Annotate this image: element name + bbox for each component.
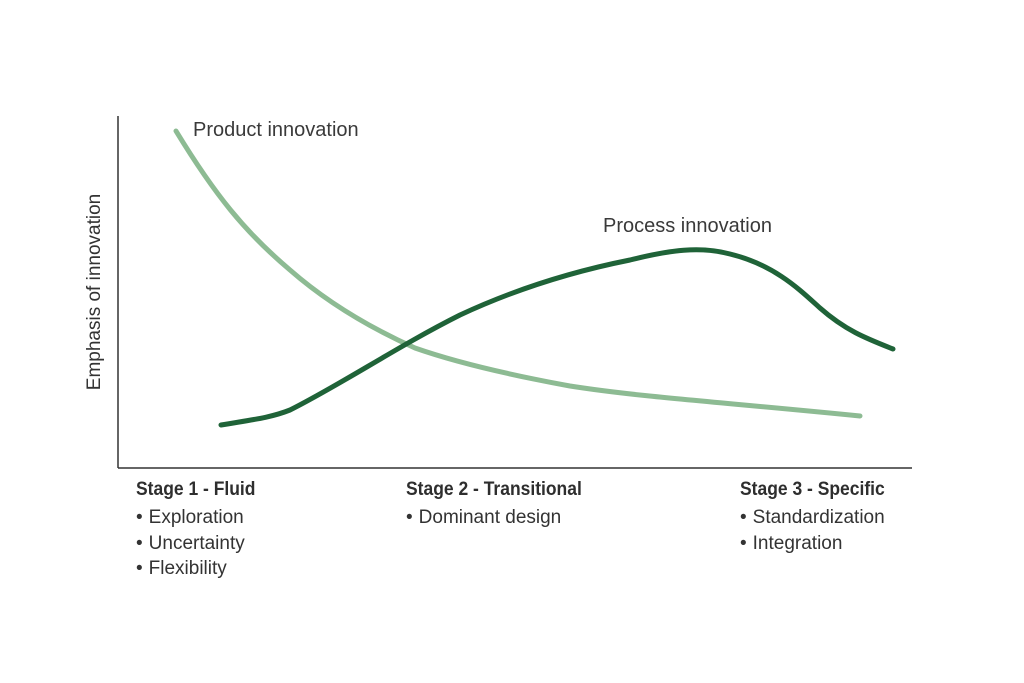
stage-item-list: Dominant design xyxy=(406,505,597,531)
stage-fluid: Stage 1 - Fluid Exploration Uncertainty … xyxy=(136,478,266,582)
stage-item-list: Exploration Uncertainty Flexibility xyxy=(136,505,266,582)
stage-item-list: Standardization Integration xyxy=(740,505,897,556)
product-innovation-label: Product innovation xyxy=(193,119,359,141)
process-innovation-label: Process innovation xyxy=(603,215,772,237)
stage-transitional: Stage 2 - Transitional Dominant design xyxy=(406,478,597,531)
process-innovation-curve xyxy=(218,247,896,428)
product-innovation-curve xyxy=(173,128,863,419)
stage-item: Standardization xyxy=(740,505,897,531)
stage-item: Integration xyxy=(740,531,897,557)
stage-specific: Stage 3 - Specific Standardization Integ… xyxy=(740,478,897,556)
stage-title: Stage 3 - Specific xyxy=(740,479,885,500)
stage-title: Stage 1 - Fluid xyxy=(136,479,256,500)
stage-item: Flexibility xyxy=(136,556,266,582)
y-axis-label: Emphasis of innovation xyxy=(84,193,105,391)
stage-item: Exploration xyxy=(136,505,266,531)
stage-item: Dominant design xyxy=(406,505,597,531)
stage-item: Uncertainty xyxy=(136,531,266,557)
stage-title: Stage 2 - Transitional xyxy=(406,479,582,500)
